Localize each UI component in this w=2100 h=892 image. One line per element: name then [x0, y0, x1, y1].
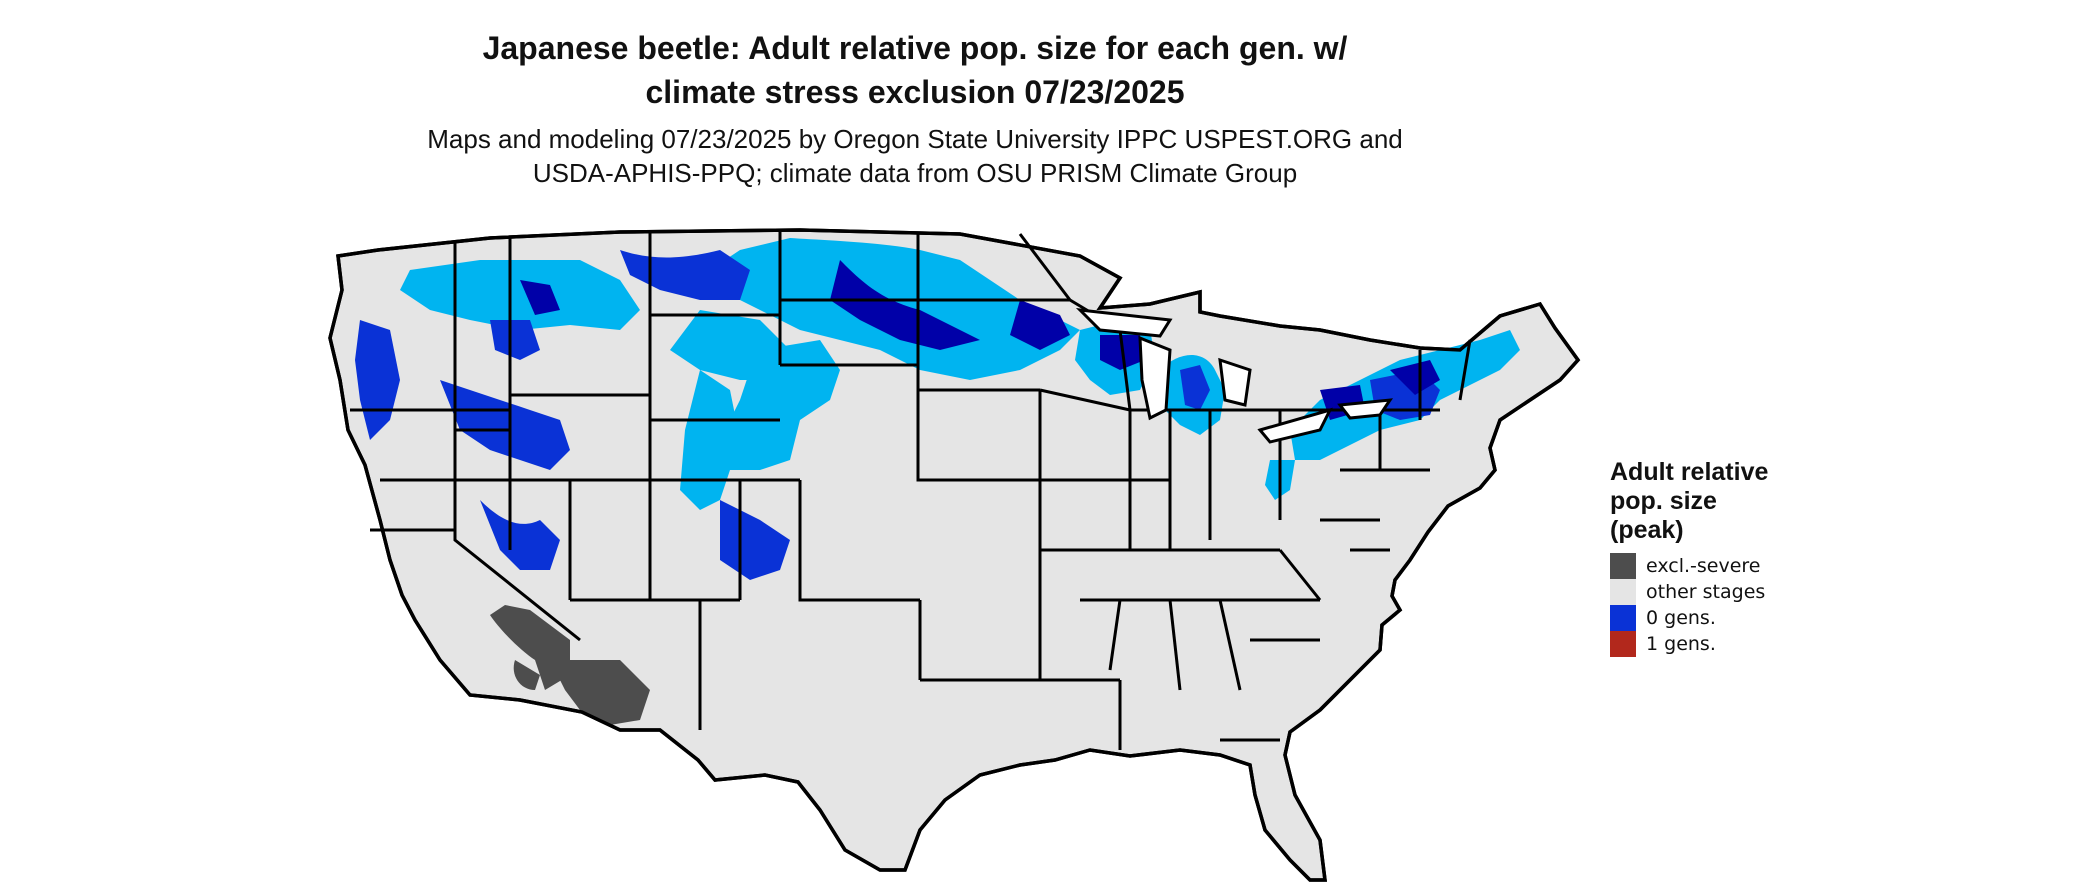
legend-title: Adult relative pop. size (peak)	[1610, 458, 1810, 545]
great-lakes	[1075, 308, 1394, 444]
map-subtitle: Maps and modeling 07/23/2025 by Oregon S…	[0, 122, 1830, 190]
legend-item-other-stages: other stages	[1610, 579, 1850, 605]
legend-swatch-0-gens	[1610, 605, 1636, 631]
legend-label-other-stages: other stages	[1646, 581, 1766, 603]
map-subtitle-line-1: Maps and modeling 07/23/2025 by Oregon S…	[427, 124, 1403, 154]
legend-swatch-1-gens	[1610, 631, 1636, 657]
legend-item-0-gens: 0 gens.	[1610, 605, 1850, 631]
state-borders	[350, 232, 1472, 750]
us-map	[328, 228, 1581, 882]
map-subtitle-line-2: USDA-APHIS-PPQ; climate data from OSU PR…	[532, 158, 1298, 188]
legend: Adult relative pop. size (peak) excl.-se…	[1610, 458, 1850, 657]
legend-title-line-2: pop. size	[1610, 487, 1717, 515]
legend-title-line-1: Adult relative	[1610, 458, 1769, 486]
legend-items: excl.-severe other stages 0 gens. 1 gens…	[1610, 553, 1850, 657]
legend-item-1-gens: 1 gens.	[1610, 631, 1850, 657]
legend-swatch-excl-severe	[1610, 553, 1636, 579]
map-title-line-2: climate stress exclusion 07/23/2025	[645, 74, 1185, 110]
legend-label-excl-severe: excl.-severe	[1646, 555, 1761, 577]
map-title-line-1: Japanese beetle: Adult relative pop. siz…	[482, 30, 1348, 66]
legend-swatch-other-stages	[1610, 579, 1636, 605]
map-title: Japanese beetle: Adult relative pop. siz…	[0, 26, 1830, 114]
legend-title-line-3: (peak)	[1610, 516, 1684, 544]
excluded-region	[490, 605, 650, 725]
legend-label-1-gens: 1 gens.	[1646, 633, 1716, 655]
us-outline	[328, 228, 1581, 882]
legend-label-0-gens: 0 gens.	[1646, 607, 1716, 629]
legend-item-excl-severe: excl.-severe	[1610, 553, 1850, 579]
